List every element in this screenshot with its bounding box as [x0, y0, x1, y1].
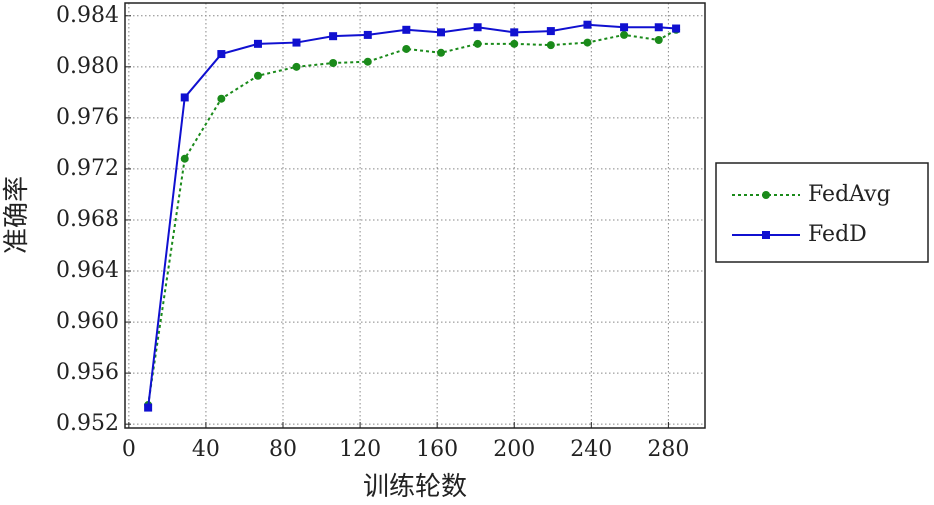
x-tick-label: 40	[192, 437, 220, 462]
series-line	[147, 23, 677, 408]
marker	[654, 23, 663, 32]
y-tick-label: 0.952	[56, 411, 119, 436]
marker	[253, 39, 262, 48]
legend-box	[715, 162, 929, 263]
y-axis-label: 准确率	[2, 176, 32, 254]
y-tick-label: 0.984	[56, 3, 119, 28]
marker	[253, 71, 262, 80]
marker	[329, 58, 338, 67]
y-tick-label: 0.964	[56, 258, 119, 283]
marker	[672, 24, 681, 33]
y-tick-label: 0.960	[56, 309, 119, 334]
marker	[363, 57, 372, 66]
legend-label: FedD	[808, 222, 867, 247]
marker	[292, 62, 301, 71]
marker	[217, 94, 226, 103]
series-line	[147, 28, 677, 406]
marker	[180, 93, 189, 102]
y-tick-label: 0.968	[56, 207, 119, 232]
marker	[546, 27, 555, 36]
marker	[180, 154, 189, 163]
marker	[620, 23, 629, 32]
marker	[583, 38, 592, 47]
marker	[402, 44, 411, 53]
marker	[620, 30, 629, 39]
x-tick-label: 240	[570, 437, 612, 462]
y-tick-label: 0.956	[56, 360, 119, 385]
marker	[402, 25, 411, 34]
marker	[363, 30, 372, 39]
marker	[437, 28, 446, 37]
x-tick-label: 0	[122, 437, 136, 462]
x-tick-label: 160	[416, 437, 458, 462]
y-tick-label: 0.972	[56, 156, 119, 181]
marker	[510, 28, 519, 37]
marker	[546, 41, 555, 50]
marker	[473, 39, 482, 48]
marker	[583, 20, 592, 29]
plot-frame	[124, 2, 706, 429]
marker	[329, 32, 338, 41]
legend-marker	[762, 191, 770, 199]
x-tick-label: 120	[339, 437, 381, 462]
x-tick-label: 280	[647, 437, 689, 462]
y-tick-label: 0.980	[56, 54, 119, 79]
marker	[437, 48, 446, 57]
marker	[473, 23, 482, 32]
x-tick-label: 80	[269, 437, 297, 462]
y-tick-label: 0.976	[56, 105, 119, 130]
marker	[510, 39, 519, 48]
x-axis-label: 训练轮数	[363, 472, 467, 502]
marker	[144, 403, 153, 412]
marker	[217, 50, 226, 59]
marker	[292, 38, 301, 47]
legend-marker	[762, 231, 770, 239]
legend-label: FedAvg	[808, 182, 891, 207]
marker	[654, 36, 663, 45]
x-tick-label: 200	[493, 437, 535, 462]
